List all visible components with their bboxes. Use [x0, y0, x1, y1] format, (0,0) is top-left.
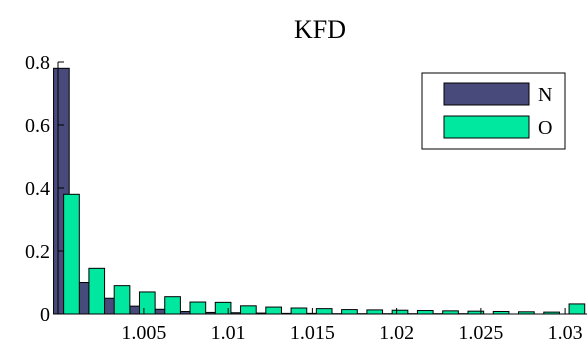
bar-o-14	[416, 310, 434, 315]
bar-o-0	[63, 193, 80, 315]
legend-swatch-n	[443, 82, 530, 106]
y-tick-label-2: 0.4	[25, 178, 50, 200]
bar-o-20	[568, 303, 586, 315]
bar-o-7	[240, 305, 257, 315]
bar-o-11	[341, 309, 358, 315]
x-tick-label-0: 1.005	[121, 322, 166, 344]
y-tick-label-0: 0	[40, 304, 50, 326]
y-tick-label-3: 0.6	[25, 115, 50, 137]
bar-o-9	[290, 307, 308, 315]
bar-o-13	[391, 309, 409, 315]
chart-title: KFD	[294, 15, 346, 44]
legend: NO	[421, 72, 566, 150]
x-tick-label-2: 1.015	[290, 322, 335, 344]
bar-o-3	[138, 291, 156, 315]
legend-label-o: O	[538, 117, 552, 139]
x-tick-label-4: 1.025	[458, 322, 503, 344]
bar-o-10	[315, 308, 333, 315]
bar-o-8	[265, 306, 282, 315]
legend-swatch-o	[443, 115, 530, 139]
bar-o-5	[189, 301, 207, 315]
legend-label-n: N	[538, 84, 552, 106]
x-tick-label-1: 1.01	[211, 322, 246, 344]
bar-o-12	[366, 309, 384, 315]
y-tick-label-1: 0.2	[25, 241, 50, 263]
bar-o-4	[164, 296, 181, 315]
x-tick-label-5: 1.03	[548, 322, 583, 344]
bar-o-2	[113, 285, 131, 315]
bar-o-1	[88, 267, 106, 315]
y-tick-label-4: 0.8	[25, 52, 50, 74]
x-tick-label-3: 1.02	[379, 322, 414, 344]
axes: 0 0.2 0.4 0.6 0.8 1.005 1.01 1.015 1.02 1.025 1.03	[25, 52, 587, 344]
